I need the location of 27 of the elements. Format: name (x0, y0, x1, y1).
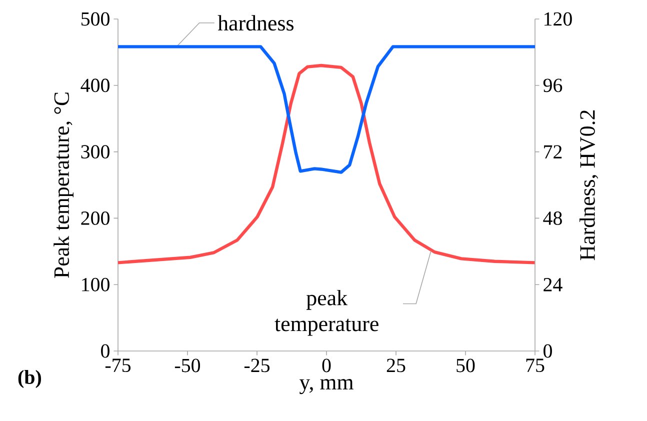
x-tick-label: 75 (526, 358, 544, 372)
x-tick-label: -25 (244, 358, 270, 372)
annotation: hardness (218, 15, 294, 31)
y2-tick-label: 24 (544, 278, 562, 292)
text: (b) (18, 370, 41, 388)
x-tick-label: 25 (386, 358, 406, 372)
y-tick-label: 0 (101, 344, 110, 358)
y-axis-title: Peak temperature, °C (54, 92, 74, 278)
x-axis-title: y, mm (299, 379, 354, 394)
y-tick-label: 200 (81, 211, 110, 225)
line-series (116, 64, 537, 264)
x-tick-label: -75 (105, 358, 131, 372)
y-tick-label: 500 (81, 12, 110, 26)
x-tick-label: -50 (174, 358, 200, 372)
y-tick-label: 100 (82, 278, 110, 292)
line-series (116, 45, 537, 174)
y2-tick-label: 120 (544, 12, 572, 26)
y2-axis-title: Hardness, HV0.2 (580, 110, 598, 260)
annotation: peak temperature (274, 290, 378, 336)
x-tick-label: 0 (322, 358, 331, 372)
y2-tick-label: 96 (543, 78, 562, 92)
y2-tick-label: 48 (543, 211, 562, 225)
y2-tick-label: 72 (544, 145, 562, 158)
x-tick-label: 50 (456, 358, 475, 372)
y-tick-label: 400 (80, 78, 110, 92)
y-tick-label: 300 (81, 145, 110, 159)
y2-tick-label: 0 (544, 344, 552, 358)
